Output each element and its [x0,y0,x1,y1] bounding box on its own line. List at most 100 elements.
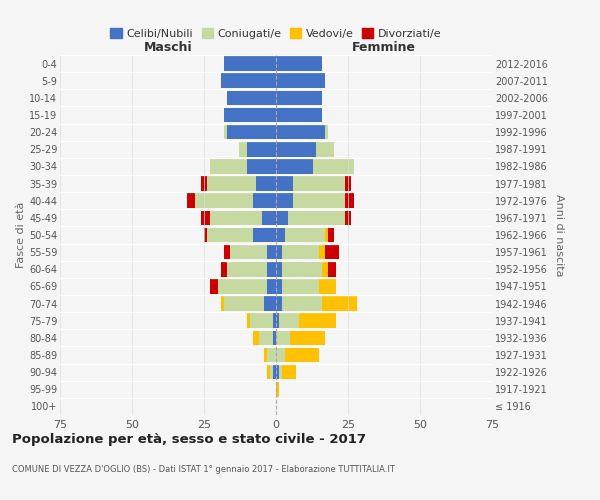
Bar [262,210,276,225]
Bar [276,74,325,88]
Bar [201,210,210,225]
Bar [322,262,328,276]
Text: COMUNE DI VEZZA D'OGLIO (BS) - Dati ISTAT 1° gennaio 2017 - Elaborazione TUTTITA: COMUNE DI VEZZA D'OGLIO (BS) - Dati ISTA… [12,466,395,474]
Bar [224,245,230,260]
Y-axis label: Anni di nascita: Anni di nascita [554,194,565,276]
Bar [293,194,345,208]
Bar [268,365,270,380]
Bar [328,262,337,276]
Bar [221,296,224,311]
Bar [276,125,325,140]
Bar [325,228,328,242]
Bar [204,228,207,242]
Bar [239,142,247,156]
Bar [247,314,250,328]
Bar [253,228,276,242]
Bar [276,194,293,208]
Bar [276,365,279,380]
Bar [276,142,316,156]
Bar [282,296,322,311]
Bar [276,262,282,276]
Bar [276,90,322,105]
Bar [319,245,325,260]
Bar [282,365,296,380]
Bar [227,90,276,105]
Bar [218,279,268,293]
Bar [316,142,334,156]
Bar [253,194,276,208]
Bar [287,210,345,225]
Bar [276,382,279,396]
Bar [293,176,345,191]
Bar [221,74,276,88]
Bar [207,228,253,242]
Text: Popolazione per età, sesso e stato civile - 2017: Popolazione per età, sesso e stato civil… [12,432,366,446]
Bar [227,262,268,276]
Bar [276,56,322,71]
Bar [259,330,273,345]
Bar [345,210,351,225]
Bar [276,159,313,174]
Bar [256,176,276,191]
Bar [282,262,322,276]
Bar [201,176,207,191]
Y-axis label: Fasce di età: Fasce di età [16,202,26,268]
Bar [253,330,259,345]
Bar [210,159,247,174]
Text: Maschi: Maschi [143,41,193,54]
Bar [282,245,319,260]
Bar [276,108,322,122]
Bar [282,279,319,293]
Bar [273,365,276,380]
Bar [268,262,276,276]
Bar [247,159,276,174]
Bar [276,330,290,345]
Bar [268,279,276,293]
Bar [276,279,282,293]
Bar [221,262,227,276]
Bar [247,142,276,156]
Bar [345,176,351,191]
Bar [322,296,356,311]
Bar [325,125,328,140]
Bar [284,348,319,362]
Bar [276,245,282,260]
Bar [299,314,337,328]
Bar [265,296,276,311]
Bar [224,296,265,311]
Bar [196,194,253,208]
Bar [276,210,287,225]
Bar [345,194,354,208]
Bar [270,365,273,380]
Bar [224,56,276,71]
Bar [273,314,276,328]
Bar [276,296,282,311]
Bar [276,314,279,328]
Bar [290,330,325,345]
Bar [268,245,276,260]
Bar [207,176,256,191]
Bar [265,348,268,362]
Bar [268,348,276,362]
Legend: Celibi/Nubili, Coniugati/e, Vedovi/e, Divorziati/e: Celibi/Nubili, Coniugati/e, Vedovi/e, Di… [107,25,445,42]
Text: Femmine: Femmine [352,41,416,54]
Bar [284,228,325,242]
Bar [250,314,273,328]
Bar [276,348,284,362]
Bar [328,228,334,242]
Bar [210,210,262,225]
Bar [313,159,354,174]
Bar [227,125,276,140]
Bar [273,330,276,345]
Bar [279,365,282,380]
Bar [230,245,268,260]
Bar [276,228,284,242]
Bar [224,125,227,140]
Bar [210,279,218,293]
Bar [279,314,299,328]
Bar [224,108,276,122]
Bar [325,245,340,260]
Bar [276,176,293,191]
Bar [187,194,196,208]
Bar [319,279,337,293]
